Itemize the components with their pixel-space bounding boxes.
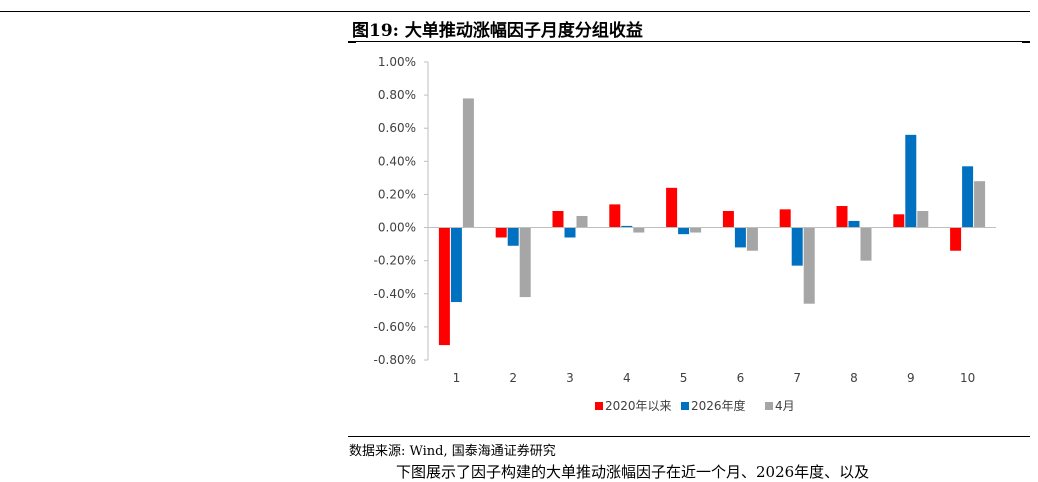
x-tick-label: 7 (793, 371, 801, 385)
y-tick-label: -0.80% (374, 353, 416, 367)
x-tick-label: 9 (907, 371, 915, 385)
bar-series-2-cat-2 (507, 227, 519, 246)
bar-series-1-cat-2 (495, 227, 507, 238)
legend-swatch-1 (595, 402, 603, 410)
y-tick-label: 0.40% (378, 154, 416, 168)
x-tick-label: 1 (453, 371, 461, 385)
bar-series-2-cat-4 (621, 225, 633, 228)
figure-title: 图19: 大单推动涨幅因子月度分组收益 (352, 21, 643, 41)
bar-series-2-cat-5 (678, 227, 690, 235)
y-tick-label: 0.20% (378, 187, 416, 201)
bar-series-3-cat-5 (690, 227, 702, 233)
source-rule (348, 436, 1030, 437)
legend-swatch-3 (765, 402, 773, 410)
bar-series-2-cat-8 (848, 220, 860, 228)
bar-series-3-cat-2 (519, 227, 531, 298)
y-tick-label: -0.40% (374, 287, 416, 301)
bar-series-1-cat-4 (609, 204, 621, 228)
x-tick-label: 4 (623, 371, 631, 385)
bar-series-3-cat-9 (917, 211, 929, 228)
x-tick-label: 2 (509, 371, 517, 385)
bar-series-1-cat-3 (552, 211, 564, 228)
x-tick-label: 3 (566, 371, 574, 385)
y-tick-label: 0.60% (378, 121, 416, 135)
bar-series-1-cat-9 (893, 214, 905, 228)
bar-series-2-cat-1 (450, 227, 462, 303)
bar-series-1-cat-8 (836, 206, 848, 228)
bar-series-1-cat-10 (950, 227, 962, 251)
title-underline-right-mark (1022, 41, 1030, 43)
bar-series-3-cat-7 (803, 227, 815, 304)
x-tick-label: 10 (960, 371, 975, 385)
x-tick-label: 8 (850, 371, 858, 385)
bar-series-3-cat-3 (576, 215, 588, 228)
x-tick-label: 6 (737, 371, 745, 385)
bar-series-2-cat-3 (564, 227, 576, 238)
bar-series-2-cat-6 (734, 227, 746, 248)
y-tick-label: -0.60% (374, 320, 416, 334)
figure-title-block: 图19: 大单推动涨幅因子月度分组收益 (348, 12, 1030, 43)
y-tick-label: 0.80% (378, 88, 416, 102)
bar-series-3-cat-6 (746, 227, 758, 251)
source-note: 数据来源: Wind, 国泰海通证券研究 (349, 444, 556, 459)
title-underline-left-mark (348, 41, 356, 43)
bar-series-2-cat-7 (791, 227, 803, 266)
bar-series-2-cat-9 (905, 134, 917, 228)
x-tick-label: 5 (680, 371, 688, 385)
bar-series-1-cat-7 (779, 209, 791, 228)
legend-label-2: 2026年度 (691, 398, 746, 413)
legend-label-1: 2020年以来 (605, 399, 672, 413)
y-tick-label: -0.20% (374, 254, 416, 268)
title-underline (348, 41, 1030, 42)
bar-series-1-cat-6 (722, 211, 734, 228)
bar-series-3-cat-4 (633, 227, 645, 233)
bar-series-3-cat-10 (974, 181, 986, 228)
bar-series-3-cat-8 (860, 227, 872, 261)
body-paragraph-line: 下图展示了因子构建的大单推动涨幅因子在近一个月、2026年度、以及 (396, 463, 870, 481)
y-tick-label: 0.00% (378, 221, 416, 235)
bar-series-1-cat-5 (666, 187, 678, 228)
bar-series-1-cat-1 (438, 227, 450, 346)
page-top-rule (0, 11, 1030, 12)
bar-chart: 1.00% 0.80% 0.60% 0.40% 0.20% 0.00% -0.20% -0.4… (374, 55, 996, 413)
y-tick-label: 1.00% (378, 55, 416, 69)
legend-swatch-2 (681, 402, 689, 410)
bar-series-3-cat-1 (462, 98, 474, 228)
bar-series-2-cat-10 (962, 166, 974, 228)
legend-label-3: 4月 (775, 399, 795, 413)
